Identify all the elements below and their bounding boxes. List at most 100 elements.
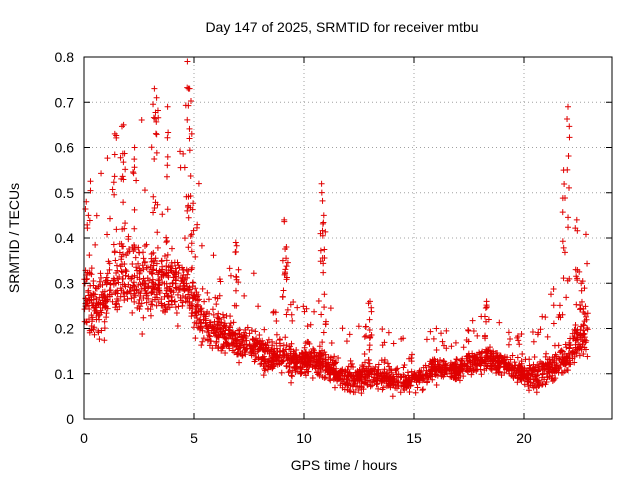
data-point (121, 225, 128, 232)
data-point (152, 115, 159, 122)
y-tick-label: 0.6 (55, 140, 75, 156)
data-point (158, 258, 165, 265)
data-point (374, 378, 381, 385)
data-point (357, 375, 364, 382)
data-point (459, 368, 466, 375)
data-point (93, 285, 100, 292)
data-point (425, 363, 432, 370)
data-point (227, 313, 234, 320)
data-point (501, 353, 508, 360)
data-point (185, 214, 192, 221)
data-point (198, 324, 205, 331)
data-point (282, 334, 289, 341)
data-point (121, 261, 128, 268)
data-point (408, 358, 415, 365)
data-point (113, 262, 120, 269)
data-point (518, 330, 525, 337)
data-point (268, 346, 275, 353)
data-point (382, 378, 389, 385)
data-point (566, 357, 573, 364)
data-point (564, 166, 571, 173)
data-point (123, 289, 130, 296)
data-point (529, 328, 536, 335)
data-point (359, 362, 366, 369)
data-point (210, 252, 217, 259)
data-point (112, 257, 119, 264)
data-point (215, 315, 222, 322)
data-point (151, 155, 158, 162)
data-point (321, 246, 328, 253)
data-point (584, 260, 591, 267)
data-point (182, 294, 189, 301)
data-point (375, 361, 382, 368)
data-point (305, 339, 312, 346)
data-point (98, 274, 105, 281)
data-point (238, 333, 245, 340)
data-point (584, 326, 591, 333)
data-point (577, 302, 584, 309)
data-point (563, 367, 570, 374)
data-point (447, 366, 454, 373)
data-point (141, 258, 148, 265)
data-point (386, 375, 393, 382)
data-point (339, 325, 346, 332)
data-point (195, 180, 202, 187)
data-point (530, 338, 537, 345)
data-point (111, 130, 118, 137)
data-point (470, 328, 477, 335)
data-point (403, 384, 410, 391)
data-point (262, 362, 269, 369)
data-point (286, 368, 293, 375)
data-point (283, 311, 290, 318)
data-point (419, 387, 426, 394)
data-point (131, 283, 138, 290)
data-point (120, 289, 127, 296)
data-point (190, 292, 197, 299)
data-point (136, 296, 143, 303)
data-point (248, 350, 255, 357)
data-point (324, 369, 331, 376)
data-point (187, 97, 194, 104)
data-point (101, 318, 108, 325)
data-point (241, 349, 248, 356)
data-point (451, 370, 458, 377)
data-point (152, 296, 159, 303)
data-point (131, 156, 138, 163)
data-point (189, 206, 196, 213)
data-point (555, 342, 562, 349)
data-point (440, 362, 447, 369)
data-point (305, 353, 312, 360)
data-point (474, 356, 481, 363)
data-point (496, 319, 503, 326)
data-point (361, 373, 368, 380)
data-point (365, 356, 372, 363)
data-point (439, 338, 446, 345)
data-point (488, 363, 495, 370)
data-point (395, 371, 402, 378)
data-point (246, 330, 253, 337)
data-point (233, 276, 240, 283)
data-point (91, 331, 98, 338)
data-point (561, 249, 568, 256)
data-point (565, 214, 572, 221)
y-tick-label: 0 (66, 411, 74, 427)
data-point (246, 342, 253, 349)
data-point (556, 356, 563, 363)
data-point (137, 292, 144, 299)
data-point (172, 304, 179, 311)
data-point (358, 390, 365, 397)
x-tick-label: 5 (190, 430, 198, 446)
data-point (465, 327, 472, 334)
data-point (304, 323, 311, 330)
data-point (188, 231, 195, 238)
data-point (439, 366, 446, 373)
data-point (236, 359, 243, 366)
data-point (155, 114, 162, 121)
data-point (135, 244, 142, 251)
data-point (213, 338, 220, 345)
data-point (392, 367, 399, 374)
data-point (550, 320, 557, 327)
data-point (511, 359, 518, 366)
data-point (293, 347, 300, 354)
data-point (135, 300, 142, 307)
